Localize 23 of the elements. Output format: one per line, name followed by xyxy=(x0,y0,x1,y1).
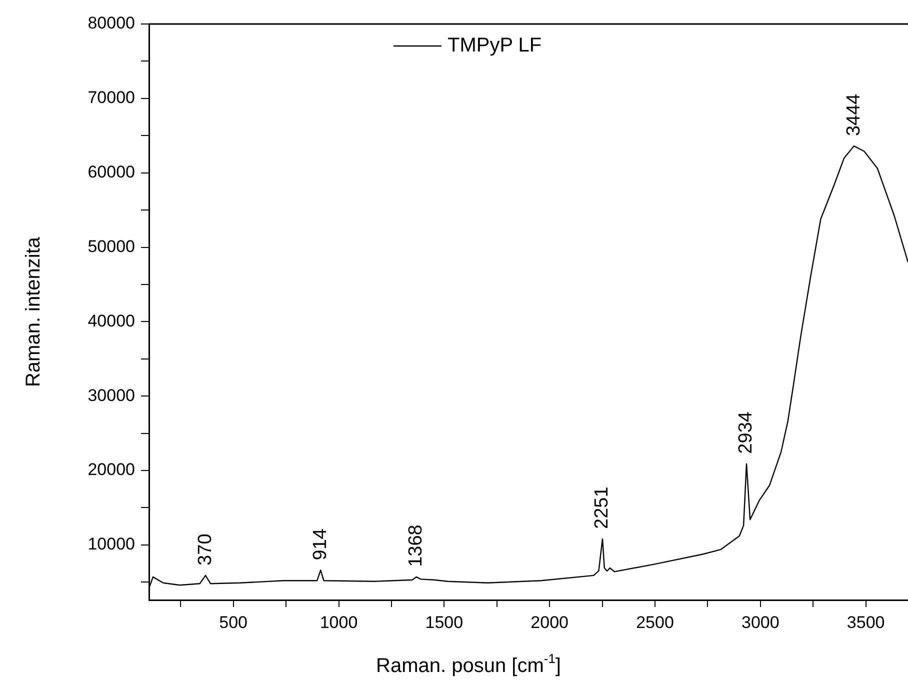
x-tick-label: 3500 xyxy=(846,612,885,632)
y-tick-label: 30000 xyxy=(88,386,135,405)
annotation: 1368 xyxy=(406,524,427,567)
annotation: 3444 xyxy=(843,93,864,136)
x-tick-label: 2500 xyxy=(636,612,674,632)
y-tick-label: 80000 xyxy=(88,14,135,33)
annotation: 2934 xyxy=(736,411,757,454)
y-tick-label: 40000 xyxy=(88,311,135,330)
y-tick-label: 70000 xyxy=(88,88,135,108)
legend-label: TMPyP LF xyxy=(448,34,542,57)
annotation: 914 xyxy=(310,528,331,560)
x-tick-label: 3000 xyxy=(742,612,780,632)
annotation: 2251 xyxy=(592,486,613,529)
x-tick-label: 1000 xyxy=(320,612,358,632)
y-tick-label: 20000 xyxy=(88,460,135,480)
y-tick-label: 60000 xyxy=(88,162,135,182)
y-tick-label: 10000 xyxy=(88,534,135,554)
y-axis-title: Raman. intenzita xyxy=(22,236,45,388)
x-tick-label: 2000 xyxy=(530,612,568,632)
annotation: 370 xyxy=(195,534,216,566)
y-tick-label: 50000 xyxy=(88,236,135,256)
x-tick-label: 1500 xyxy=(425,612,464,632)
x-tick-label: 500 xyxy=(219,612,248,632)
